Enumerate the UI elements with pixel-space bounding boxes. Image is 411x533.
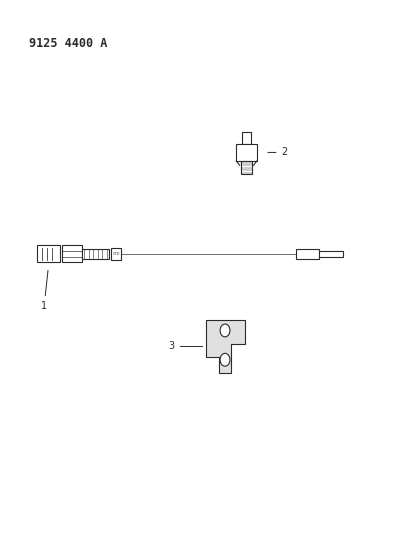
Bar (111, 248, 121, 260)
Circle shape (220, 353, 230, 366)
Text: CTO: CTO (113, 252, 120, 256)
Bar (296, 248, 319, 259)
Bar (236, 144, 257, 161)
Text: 1: 1 (41, 270, 48, 311)
Bar (242, 132, 251, 144)
Bar (319, 251, 343, 257)
Bar (37, 245, 60, 262)
Text: 2: 2 (268, 148, 288, 157)
Bar (62, 245, 82, 262)
Polygon shape (206, 320, 245, 373)
Text: 9125 4400 A: 9125 4400 A (29, 37, 107, 50)
Circle shape (220, 324, 230, 337)
Bar (82, 248, 109, 259)
Bar (242, 161, 252, 174)
Text: 3: 3 (169, 342, 203, 351)
